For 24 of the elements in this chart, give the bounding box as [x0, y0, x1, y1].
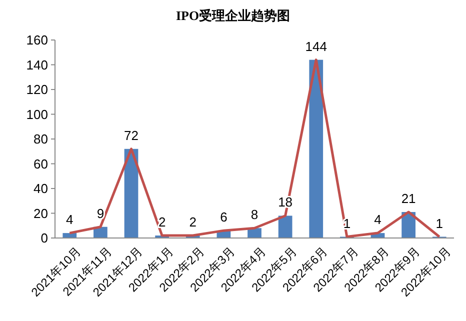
y-tick-label: 80 — [34, 132, 48, 147]
data-label: 2 — [158, 214, 166, 230]
y-tick-label: 140 — [26, 57, 48, 72]
data-label: 21 — [401, 191, 416, 206]
y-tick-label: 20 — [34, 206, 48, 221]
y-tick-label: 160 — [26, 32, 48, 48]
y-tick-label: 120 — [26, 82, 48, 98]
data-label: 1 — [436, 216, 443, 231]
bar — [309, 60, 324, 238]
data-label: 9 — [96, 206, 104, 221]
data-label: 144 — [305, 38, 327, 54]
data-label: 4 — [66, 212, 74, 228]
data-label: 6 — [220, 210, 228, 225]
data-label: 8 — [250, 207, 258, 222]
y-tick-label: 60 — [34, 156, 48, 172]
y-tick-label: 0 — [40, 230, 48, 246]
chart-title: IPO受理企业趋势图 — [176, 8, 290, 23]
data-label: 2 — [189, 214, 196, 230]
bar — [278, 216, 292, 238]
line-series — [68, 58, 441, 238]
y-tick-label: 100 — [26, 106, 48, 122]
y-tick-label: 40 — [34, 181, 48, 196]
data-label: 72 — [124, 128, 138, 143]
data-label: 4 — [374, 212, 382, 228]
